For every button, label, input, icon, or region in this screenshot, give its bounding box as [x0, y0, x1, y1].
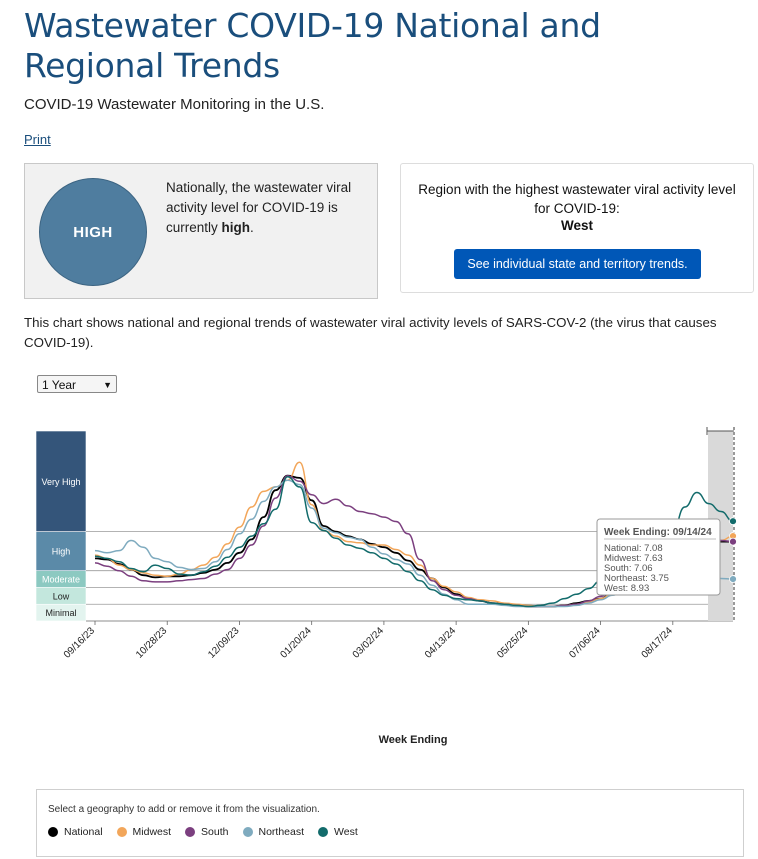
x-tick-label: 08/17/24: [640, 625, 676, 661]
legend-label-south: South: [201, 826, 229, 838]
level-band-group: Minimal Low Moderate High Very High: [35, 430, 87, 622]
level-band-high: [35, 531, 87, 572]
print-link[interactable]: Print: [24, 132, 51, 147]
legend-item-west[interactable]: West: [318, 826, 358, 838]
tooltip-line: Northeast: 3.75: [604, 573, 669, 584]
series-endpoint-south: [729, 537, 737, 546]
chevron-down-icon: ▼: [103, 380, 112, 390]
level-label-low: Low: [53, 591, 70, 601]
highest-region-name: West: [560, 218, 593, 233]
tooltip-line: National: 7.08: [604, 543, 663, 554]
legend-dot-midwest: [116, 827, 127, 837]
tooltip-line: South: 7.06: [604, 563, 653, 574]
time-range-value: 1 Year: [42, 378, 77, 392]
x-tick-label: 05/25/24: [495, 625, 531, 661]
legend-label-midwest: Midwest: [132, 826, 172, 838]
level-label-very-high: Very High: [41, 477, 80, 487]
x-tick-label: 04/13/24: [423, 625, 459, 661]
legend-items: National Midwest South Northeast West: [48, 826, 358, 838]
highest-region-label: Region with the highest wastewater viral…: [418, 182, 736, 216]
status-text-level: high: [221, 220, 251, 235]
level-label-high: High: [52, 547, 71, 557]
legend-item-northeast[interactable]: Northeast: [242, 826, 305, 838]
endpoint-group: [729, 517, 737, 583]
legend-hint: Select a geography to add or remove it f…: [48, 804, 320, 815]
x-tick-label: 09/16/23: [62, 625, 98, 661]
state-trends-button[interactable]: See individual state and territory trend…: [454, 249, 701, 279]
legend-item-south[interactable]: South: [185, 826, 229, 838]
level-label-minimal: Minimal: [45, 608, 76, 618]
legend-dot-west: [318, 827, 329, 837]
status-text-suffix: .: [250, 220, 254, 235]
tooltip-line: West: 8.93: [604, 583, 649, 594]
x-tick-label: 10/28/23: [134, 625, 170, 661]
legend-item-midwest[interactable]: Midwest: [116, 826, 172, 838]
chart-description: This chart shows national and regional t…: [24, 315, 717, 350]
tooltip-box: [596, 518, 721, 596]
legend-item-national[interactable]: National: [48, 826, 103, 838]
national-status-text: Nationally, the wastewater viral activit…: [166, 178, 362, 238]
x-tick-group: 09/16/23 10/28/23 12/09/23 01/20/24 03/02/24…: [62, 621, 675, 661]
national-status-box: HIGH Nationally, the wastewater viral ac…: [24, 163, 378, 299]
x-tick-label: 03/02/24: [351, 625, 387, 661]
x-axis-label: Week Ending: [379, 734, 448, 746]
legend-label-west: West: [334, 826, 358, 838]
legend-label-national: National: [64, 826, 103, 838]
activity-level-badge: HIGH: [39, 178, 147, 286]
level-label-moderate: Moderate: [42, 575, 80, 585]
chart-tooltip: Week Ending: 09/14/24 National: 7.08Midw…: [596, 518, 721, 596]
time-range-select[interactable]: 1 Year ▼: [37, 375, 117, 393]
legend-box: Select a geography to add or remove it f…: [36, 789, 744, 857]
x-tick-label: 07/06/24: [567, 625, 603, 661]
legend-dot-south: [185, 827, 196, 837]
status-text-prefix: Nationally, the wastewater viral activit…: [166, 180, 352, 235]
page-subtitle: COVID-19 Wastewater Monitoring in the U.…: [24, 96, 325, 113]
trend-chart: Minimal Low Moderate High Very High 09/16/23…: [35, 427, 737, 746]
legend-dot-national: [48, 827, 58, 837]
legend-label-northeast: Northeast: [258, 826, 305, 838]
legend-dot-northeast: [242, 827, 253, 837]
x-tick-label: 12/09/23: [206, 625, 242, 661]
tooltip-line: Midwest: 7.63: [604, 553, 663, 564]
series-endpoint-west: [729, 517, 737, 526]
tooltip-title: Week Ending: 09/14/24: [604, 527, 712, 538]
level-band-very-high: [35, 430, 87, 532]
x-tick-label: 01/20/24: [278, 625, 314, 661]
highest-region-box: Region with the highest wastewater viral…: [400, 163, 754, 293]
page-title: Wastewater COVID-19 National and Regiona…: [24, 6, 601, 85]
series-endpoint-northeast: [729, 575, 737, 583]
